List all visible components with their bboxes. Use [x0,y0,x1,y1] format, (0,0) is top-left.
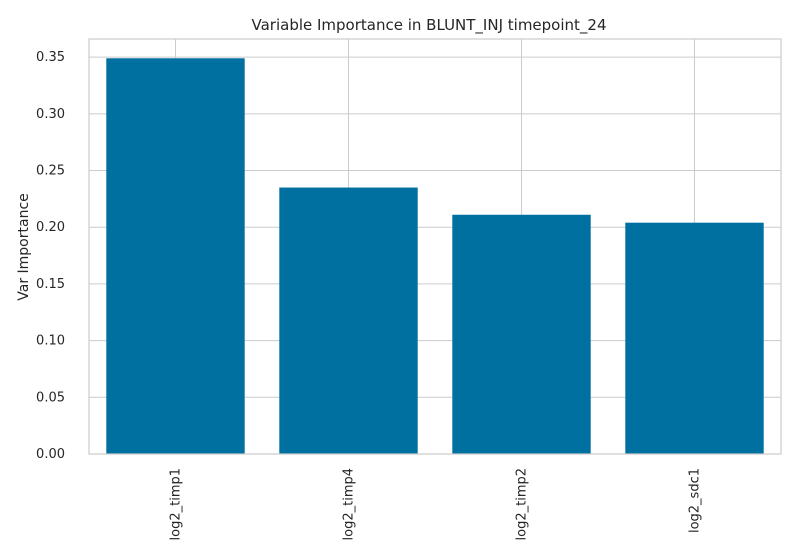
y-tick-labels: 0.00 0.05 0.10 0.15 0.20 0.25 0.30 0.35 [36,50,65,462]
x-tick-labels: log2_timp1 log2_timp4 log2_timp2 log2_sdc1 [169,468,703,540]
bar-log2_timp1 [106,58,245,455]
x-tick-label: log2_timp2 [515,468,530,540]
y-tick-label: 0.10 [36,334,65,349]
bars [106,58,764,455]
y-tick-label: 0.25 [36,164,65,179]
chart-title: Variable Importance in BLUNT_INJ timepoi… [252,16,607,35]
y-tick-label: 0.05 [36,390,65,405]
y-axis-label: Var Importance [16,193,32,301]
y-tick-label: 0.00 [36,447,65,462]
y-tick-label: 0.15 [36,277,65,292]
bar-log2_timp2 [452,214,591,454]
x-tick-label: log2_timp1 [169,468,184,540]
x-tick-label: log2_sdc1 [688,468,703,533]
y-tick-label: 0.35 [36,50,65,65]
bar-log2_timp4 [279,187,418,454]
y-tick-label: 0.20 [36,220,65,235]
x-tick-label: log2_timp4 [342,468,357,540]
bar-log2_sdc1 [625,222,764,454]
y-tick-label: 0.30 [36,107,65,122]
plot-frame [88,38,782,455]
